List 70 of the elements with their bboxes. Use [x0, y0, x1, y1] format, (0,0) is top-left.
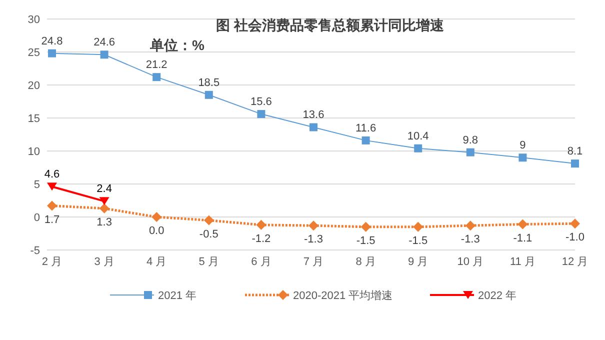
data-label: -1.1	[513, 232, 532, 244]
point	[99, 203, 110, 214]
data-label: -1.3	[304, 234, 323, 246]
x-tick-label: 3 月	[94, 256, 114, 268]
point	[570, 218, 580, 229]
data-label: 13.6	[302, 109, 324, 122]
data-label: 2.4	[96, 183, 112, 196]
point	[152, 73, 161, 82]
data-label: 1.3	[96, 216, 112, 228]
x-tick-label: 9 月	[408, 256, 428, 268]
x-tick-label: 11 月	[510, 256, 536, 268]
data-label: 0.0	[148, 225, 164, 237]
point	[362, 136, 370, 144]
text: 单位：%	[149, 37, 205, 53]
legend-label: 2021 年	[158, 290, 197, 302]
point	[310, 123, 318, 132]
legend-label: 2022 年	[478, 290, 517, 302]
data-label: 21.2	[146, 59, 168, 72]
data-label: -1.0	[566, 232, 584, 244]
point	[308, 220, 318, 231]
data-label: 8.1	[567, 146, 583, 158]
y-tick-label: 30	[28, 14, 40, 26]
y-tick-label: 10	[28, 146, 40, 158]
x-tick-label: 6 月	[251, 256, 272, 268]
point	[48, 49, 56, 58]
y-tick-label: 20	[28, 80, 40, 92]
x-tick-label: 8 月	[356, 256, 376, 268]
point	[204, 215, 214, 226]
data-label: 24.8	[41, 35, 63, 48]
x-tick-label: 7 月	[303, 256, 324, 268]
data-label: -1.5	[408, 234, 428, 247]
x-tick-label: 5 月	[198, 256, 219, 268]
data-label: 15.6	[250, 96, 272, 108]
point	[204, 90, 213, 99]
point	[256, 220, 266, 230]
point	[152, 212, 162, 222]
y-tick-label: -5	[30, 245, 40, 257]
y-tick-label: 0	[34, 212, 40, 224]
point	[257, 110, 266, 118]
point	[413, 222, 424, 232]
chart-title: 图 社会消费品零售总额累计同比增速	[216, 17, 445, 33]
point	[518, 154, 527, 162]
data-label: 9.8	[462, 134, 478, 146]
data-label: -0.5	[199, 228, 218, 240]
x-tick-label: 4 月	[146, 256, 167, 268]
data-label: 1.7	[44, 214, 60, 226]
point	[47, 200, 57, 211]
point	[466, 148, 474, 156]
data-label: 24.6	[94, 36, 116, 49]
point	[360, 222, 371, 232]
data-label: 10.4	[407, 130, 429, 142]
legend-label: 2020-2021 平均增速	[293, 289, 393, 302]
data-label: -1.2	[252, 232, 271, 245]
data-label: 4.6	[44, 168, 60, 181]
data-label: -1.5	[356, 234, 376, 247]
data-label: 11.6	[356, 122, 376, 134]
x-tick-label: 10 月	[457, 256, 484, 268]
y-tick-label: 5	[34, 179, 40, 191]
point	[518, 219, 528, 230]
data-label: 18.5	[198, 76, 220, 89]
data-label: -1.3	[460, 234, 480, 246]
y-tick-label: 25	[28, 47, 40, 59]
x-tick-label: 12 月	[562, 256, 588, 268]
data-label: 9	[520, 140, 526, 152]
point	[465, 220, 476, 231]
x-tick-label: 2 月	[42, 256, 62, 268]
point	[571, 160, 579, 168]
point	[414, 144, 422, 152]
y-tick-label: 15	[28, 113, 40, 125]
point	[100, 50, 108, 59]
